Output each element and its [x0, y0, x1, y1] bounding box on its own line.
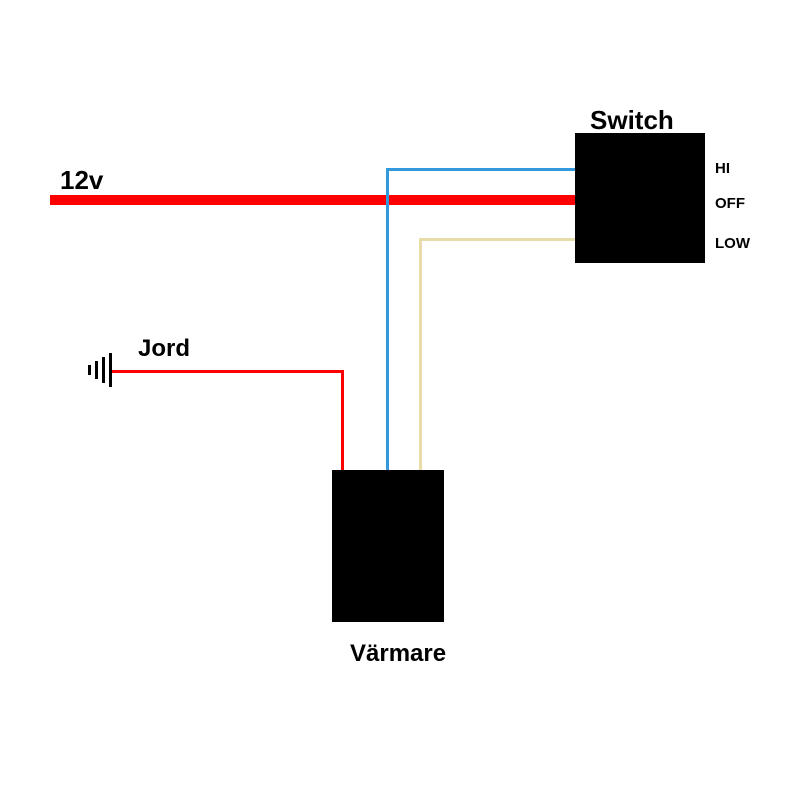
off-label: OFF — [715, 195, 745, 212]
switch-label: Switch — [590, 105, 674, 136]
ground-wire-h — [112, 370, 344, 373]
low-label: LOW — [715, 235, 750, 252]
heater-block — [332, 470, 444, 622]
yellow-wire-v — [419, 238, 422, 470]
hi-label: HI — [715, 160, 730, 177]
blue-wire-v — [386, 168, 389, 470]
ground-label: Jord — [138, 335, 190, 363]
power-wire — [50, 195, 575, 205]
ground-wire-v — [341, 370, 344, 470]
yellow-wire-h — [419, 238, 575, 241]
blue-wire-h — [386, 168, 575, 171]
switch-block — [575, 133, 705, 263]
heater-label: Värmare — [350, 640, 446, 668]
voltage-label: 12v — [60, 165, 103, 196]
